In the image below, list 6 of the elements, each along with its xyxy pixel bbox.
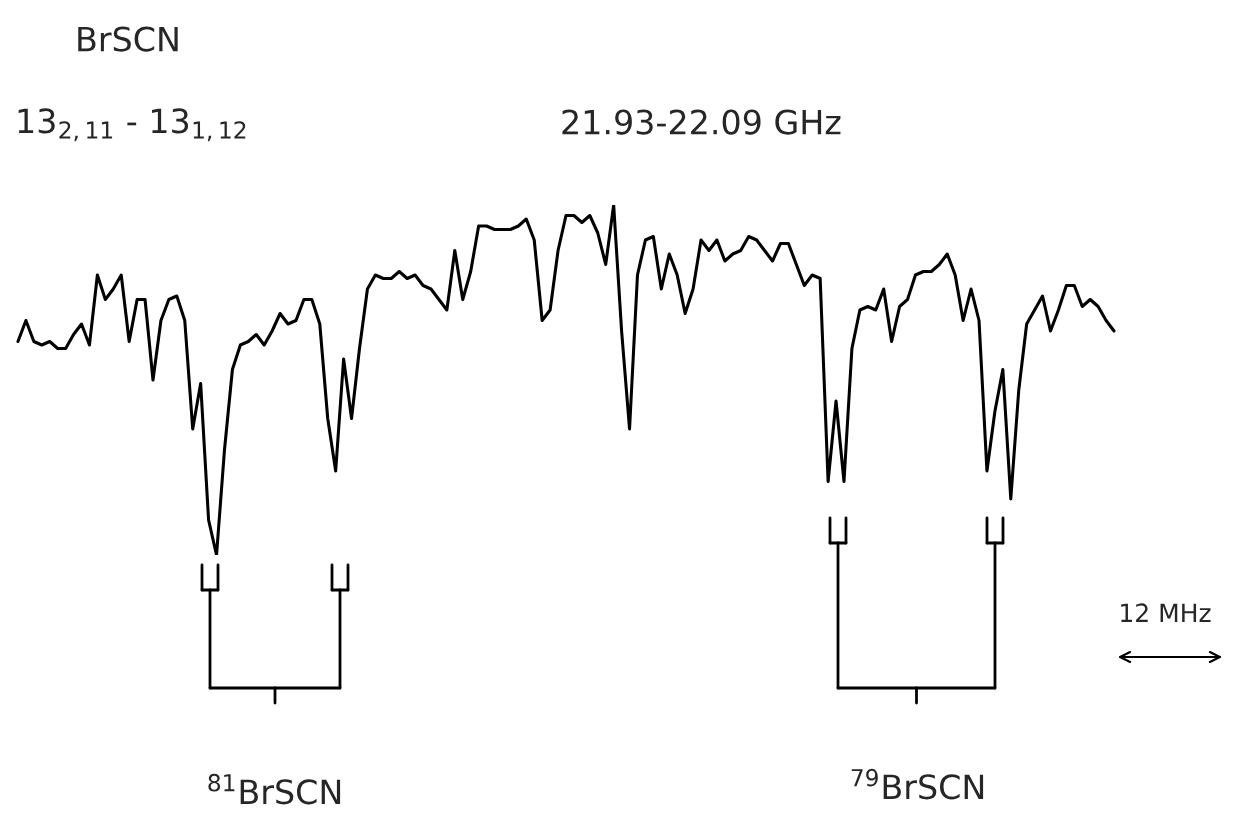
chart-title: BrSCN — [78, 26, 178, 52]
text: $^{81}$BrSCN — [208, 773, 341, 805]
chart-subtitle: 13$_{2,11}$ - 13$_{1,12}$ — [18, 108, 246, 142]
text: 12 MHz — [1121, 603, 1211, 622]
text: 21.93-22.09 GHz — [562, 109, 841, 135]
text: $^{79}$BrSCN — [851, 768, 984, 800]
